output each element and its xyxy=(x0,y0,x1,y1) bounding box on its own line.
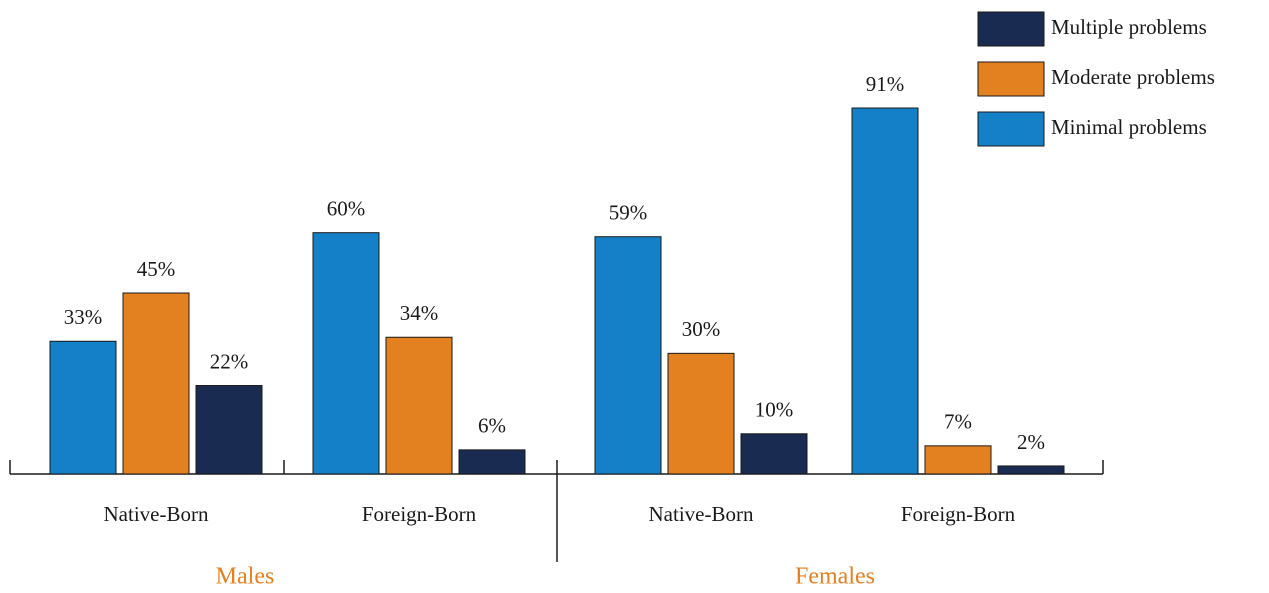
data-label: 30% xyxy=(682,317,721,341)
group-label: Males xyxy=(216,564,275,590)
category-label: Native-Born xyxy=(649,502,754,526)
data-label: 91% xyxy=(866,72,905,96)
category-label: Native-Born xyxy=(104,502,209,526)
group-label: Females xyxy=(795,564,875,590)
bar xyxy=(851,107,919,475)
legend-swatch xyxy=(977,111,1045,147)
bar xyxy=(740,433,808,475)
bar xyxy=(458,449,526,475)
bar xyxy=(122,292,190,475)
data-label: 59% xyxy=(609,201,648,225)
category-label: Foreign-Born xyxy=(901,502,1016,526)
data-label: 10% xyxy=(755,398,794,422)
data-label: 33% xyxy=(64,305,103,329)
bar xyxy=(997,465,1065,475)
data-label: 34% xyxy=(400,301,439,325)
bar xyxy=(195,385,263,475)
data-label: 60% xyxy=(327,196,366,220)
data-label: 22% xyxy=(210,349,249,373)
bar xyxy=(49,340,117,475)
data-label: 7% xyxy=(944,410,972,434)
legend-swatch xyxy=(977,61,1045,97)
legend-label: Multiple problems xyxy=(1051,15,1207,39)
category-label: Foreign-Born xyxy=(362,502,477,526)
legend-label: Minimal problems xyxy=(1051,115,1207,139)
data-label: 6% xyxy=(478,414,506,438)
bar xyxy=(385,336,453,475)
bar xyxy=(667,352,735,475)
legend-swatch xyxy=(977,11,1045,47)
bar xyxy=(312,232,380,475)
bar xyxy=(924,445,992,475)
legend-label: Moderate problems xyxy=(1051,65,1215,89)
data-label: 2% xyxy=(1017,430,1045,454)
data-label: 45% xyxy=(137,257,176,281)
bar xyxy=(594,236,662,475)
